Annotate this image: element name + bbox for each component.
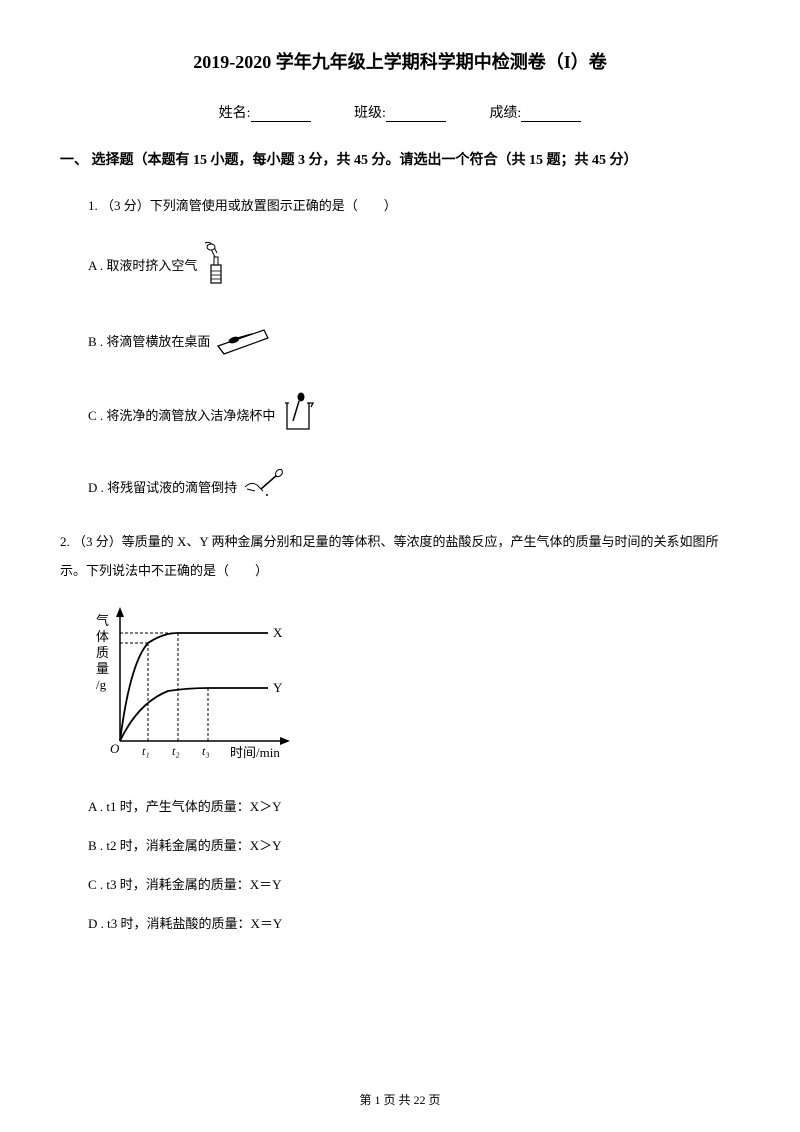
q2-option-c: C . t3 时，消耗金属的质量：X＝Y: [88, 875, 740, 896]
q1-option-b: B . 将滴管横放在桌面: [88, 320, 740, 365]
name-label: 姓名:: [219, 102, 251, 122]
name-underline: [251, 108, 311, 122]
question-1: 1. （3 分）下列滴管使用或放置图示正确的是（ ）: [88, 192, 740, 221]
tick-t3: t₃: [202, 744, 210, 758]
question-2-text: 2. （3 分）等质量的 X、Y 两种金属分别和足量的等体积、等浓度的盐酸反应，…: [60, 528, 740, 585]
dropper-table-icon: [214, 320, 272, 365]
section-heading: 一、 选择题（本题有 15 小题，每小题 3 分，共 45 分。请选出一个符合（…: [60, 150, 740, 172]
q2-option-d: D . t3 时，消耗盐酸的质量：X＝Y: [88, 914, 740, 935]
q1-option-c: C . 将洗净的滴管放入洁净烧杯中: [88, 391, 740, 442]
dropper-beaker-icon: [279, 391, 319, 442]
chart-ylabel-4: 量: [96, 661, 109, 676]
curve-x: [120, 633, 268, 741]
chart-origin: O: [110, 741, 120, 756]
curve-y-label: Y: [273, 680, 283, 695]
dropper-inverted-icon: [241, 467, 289, 510]
curve-x-label: X: [273, 625, 283, 640]
q1-option-b-text: B . 将滴管横放在桌面: [88, 332, 210, 353]
x-axis-arrow: [280, 737, 290, 745]
chart-ylabel-5: /g: [96, 677, 107, 692]
q1-option-d: D . 将残留试液的滴管倒持: [88, 467, 740, 510]
q1-option-a-text: A . 取液时挤入空气: [88, 256, 197, 277]
dropper-bottle-icon: [201, 239, 233, 294]
page-footer: 第 1 页 共 22 页: [0, 1091, 800, 1108]
tick-t1: t₁: [142, 744, 150, 758]
chart-ylabel-2: 体: [96, 629, 109, 644]
score-label: 成绩:: [489, 102, 521, 122]
y-axis-arrow: [116, 607, 124, 617]
student-info-row: 姓名: 班级: 成绩:: [60, 102, 740, 122]
question-1-text: 1. （3 分）下列滴管使用或放置图示正确的是（ ）: [88, 192, 740, 221]
chart-ylabel-1: 气: [96, 613, 109, 628]
q1-option-d-text: D . 将残留试液的滴管倒持: [88, 478, 237, 499]
page-title: 2019-2020 学年九年级上学期科学期中检测卷（I）卷: [60, 48, 740, 74]
chart-xlabel: 时间/min: [230, 745, 280, 760]
tick-t2: t₂: [172, 744, 180, 758]
score-underline: [521, 108, 581, 122]
class-label: 班级:: [354, 102, 386, 122]
chart-ylabel-3: 质: [96, 645, 109, 660]
q1-option-a: A . 取液时挤入空气: [88, 239, 740, 294]
gas-mass-time-chart: 气 体 质 量 /g O X Y t₁ t₂ t₃ 时间/min: [88, 603, 740, 773]
class-underline: [386, 108, 446, 122]
q2-option-b: B . t2 时，消耗金属的质量：X＞Y: [88, 836, 740, 857]
curve-y: [120, 688, 268, 741]
q2-option-a: A . t1 时，产生气体的质量：X＞Y: [88, 797, 740, 818]
q1-option-c-text: C . 将洗净的滴管放入洁净烧杯中: [88, 406, 275, 427]
question-2: 2. （3 分）等质量的 X、Y 两种金属分别和足量的等体积、等浓度的盐酸反应，…: [88, 528, 740, 585]
